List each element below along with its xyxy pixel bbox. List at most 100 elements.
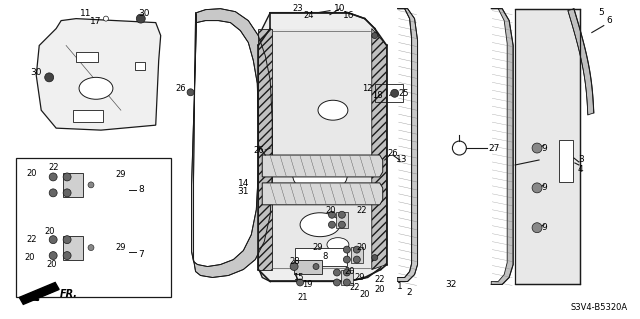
Circle shape (296, 279, 303, 286)
Circle shape (49, 173, 57, 181)
Circle shape (63, 252, 71, 260)
Text: 8: 8 (138, 185, 143, 194)
Bar (76, 52, 98, 63)
Text: 29: 29 (355, 273, 365, 282)
Ellipse shape (318, 100, 348, 120)
Ellipse shape (300, 213, 340, 237)
Text: 11: 11 (80, 9, 92, 18)
Text: 2: 2 (407, 288, 412, 297)
Polygon shape (262, 183, 383, 205)
Bar (295, 248, 347, 265)
Text: 29: 29 (116, 243, 126, 252)
Text: 26: 26 (253, 145, 264, 154)
Text: 20: 20 (344, 267, 355, 276)
Bar (63, 173, 83, 197)
Circle shape (290, 263, 298, 271)
Bar (135, 63, 145, 70)
Text: 10: 10 (334, 4, 346, 13)
Polygon shape (259, 13, 387, 281)
Text: 9: 9 (541, 183, 547, 192)
Circle shape (333, 269, 340, 276)
Text: 5: 5 (598, 8, 604, 17)
Text: 24: 24 (304, 11, 314, 20)
Circle shape (532, 183, 542, 193)
Circle shape (49, 189, 57, 197)
Text: 6: 6 (607, 16, 612, 25)
Text: 1: 1 (397, 282, 403, 291)
Text: 23: 23 (292, 4, 303, 13)
Text: 20: 20 (46, 260, 56, 269)
Bar (294, 260, 322, 273)
Text: 20: 20 (326, 206, 336, 215)
Text: 20: 20 (26, 169, 36, 178)
Circle shape (353, 256, 360, 263)
Text: S3V4-B5320A: S3V4-B5320A (570, 303, 627, 312)
Text: 22: 22 (48, 163, 58, 173)
Text: 26: 26 (175, 84, 186, 93)
Text: 22: 22 (356, 206, 367, 215)
Text: 29: 29 (116, 170, 126, 179)
Circle shape (313, 263, 319, 270)
Polygon shape (492, 9, 513, 285)
Circle shape (344, 256, 350, 263)
Text: 14: 14 (237, 179, 249, 189)
Bar (336, 212, 348, 228)
Circle shape (88, 182, 94, 188)
Text: 20: 20 (360, 290, 370, 299)
Circle shape (49, 236, 57, 244)
Polygon shape (262, 155, 383, 177)
Circle shape (390, 89, 399, 97)
Polygon shape (272, 29, 370, 270)
Text: 25: 25 (398, 89, 409, 98)
Text: 31: 31 (237, 187, 249, 197)
Bar (351, 247, 363, 263)
Circle shape (339, 211, 346, 218)
Polygon shape (191, 9, 272, 278)
Text: 26: 26 (387, 149, 398, 158)
Circle shape (532, 143, 542, 153)
Text: 20: 20 (44, 227, 54, 236)
Text: 13: 13 (396, 155, 408, 165)
Polygon shape (36, 19, 161, 130)
Bar (17, 158, 171, 297)
Circle shape (452, 141, 467, 155)
Text: 4: 4 (578, 166, 584, 174)
Text: 22: 22 (26, 235, 36, 244)
Circle shape (136, 14, 145, 23)
Text: 9: 9 (541, 223, 547, 232)
Text: 32: 32 (445, 280, 457, 289)
Circle shape (63, 173, 71, 181)
Circle shape (532, 223, 542, 233)
Polygon shape (259, 29, 272, 270)
Text: 30: 30 (31, 68, 42, 77)
Polygon shape (568, 9, 594, 115)
Text: 22: 22 (349, 283, 360, 292)
Circle shape (344, 279, 350, 286)
Text: 29: 29 (313, 243, 323, 252)
Text: 17: 17 (90, 17, 102, 26)
Text: 7: 7 (138, 250, 143, 259)
Bar (375, 84, 403, 102)
Circle shape (372, 255, 378, 261)
Text: 15: 15 (293, 273, 303, 282)
Polygon shape (372, 29, 387, 270)
Bar (63, 236, 83, 260)
Circle shape (187, 89, 194, 96)
Ellipse shape (79, 78, 113, 99)
Text: 28: 28 (290, 257, 300, 266)
Text: 9: 9 (541, 144, 547, 152)
Text: 3: 3 (578, 155, 584, 165)
Bar (341, 270, 353, 286)
Text: 22: 22 (374, 275, 385, 284)
Circle shape (328, 211, 335, 218)
Bar (559, 140, 573, 182)
Polygon shape (19, 282, 59, 304)
Circle shape (49, 252, 57, 260)
Text: 12: 12 (362, 84, 373, 93)
Text: 27: 27 (488, 144, 500, 152)
Circle shape (344, 246, 350, 253)
Text: 30: 30 (138, 9, 150, 18)
Circle shape (333, 279, 340, 286)
Circle shape (63, 236, 71, 244)
Bar (73, 110, 103, 122)
